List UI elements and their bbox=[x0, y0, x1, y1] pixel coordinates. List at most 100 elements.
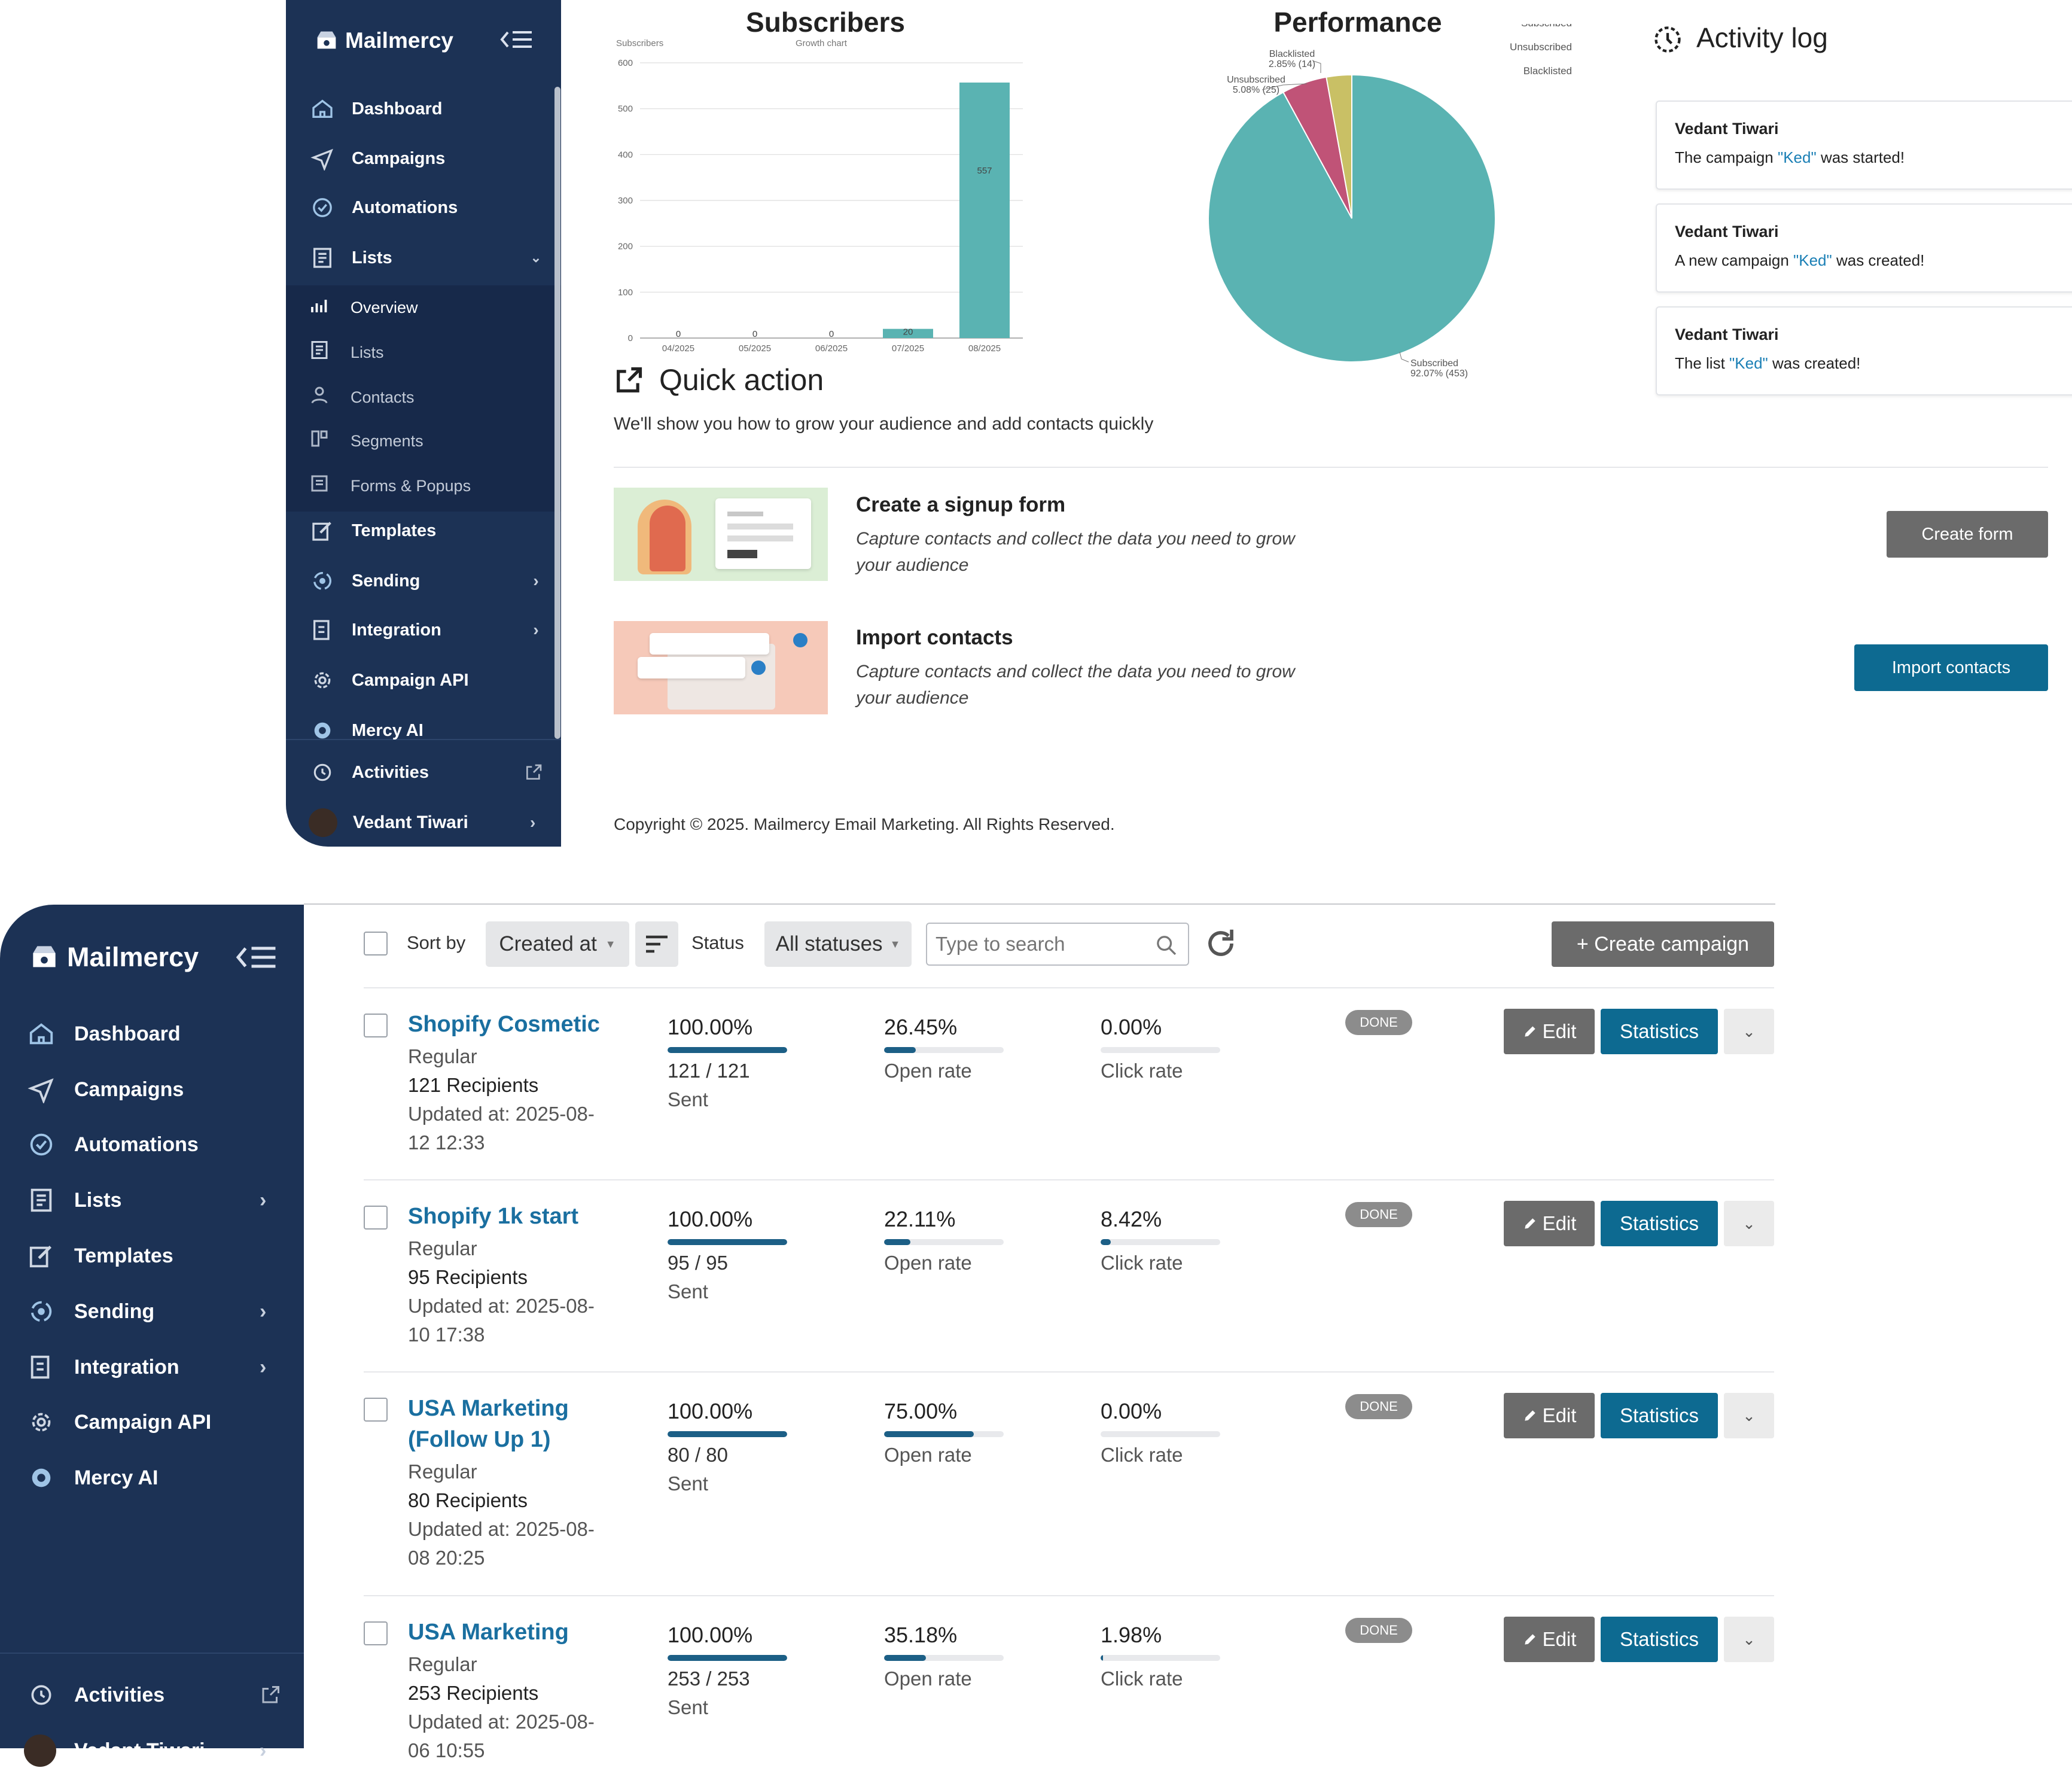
collapse-menu-icon[interactable] bbox=[233, 939, 279, 975]
status-filter-select[interactable]: All statuses ▼ bbox=[764, 921, 912, 967]
import-contacts-title: Import contacts bbox=[856, 626, 1013, 649]
bottom-sidebar-item-campaign-api[interactable]: Campaign API bbox=[26, 1402, 284, 1443]
bottom-sidebar-item-automations[interactable]: Automations bbox=[26, 1124, 284, 1165]
statistics-button[interactable]: Statistics bbox=[1601, 1393, 1718, 1438]
collapse-menu-icon[interactable] bbox=[498, 25, 534, 54]
row-checkbox[interactable] bbox=[364, 1014, 388, 1037]
campaign-name-link[interactable]: USA Marketing bbox=[408, 1620, 569, 1645]
top-sidebar-user[interactable]: Vedant Tiwari › bbox=[309, 805, 554, 840]
top-sidebar-activities[interactable]: Activities bbox=[309, 755, 548, 790]
bottom-sidebar-item-campaigns[interactable]: Campaigns bbox=[26, 1069, 284, 1110]
open-rate-value: 75.00% bbox=[884, 1399, 958, 1423]
top-sidebar-item-dashboard[interactable]: Dashboard bbox=[309, 92, 548, 126]
status-badge: DONE bbox=[1345, 1202, 1412, 1227]
bottom-sidebar-item-integration[interactable]: Integration › bbox=[26, 1347, 284, 1387]
top-submenu-item-contacts[interactable]: Contacts bbox=[309, 381, 536, 413]
edit-icon bbox=[309, 517, 336, 544]
submenu-item-label: Segments bbox=[351, 431, 423, 450]
statistics-button[interactable]: Statistics bbox=[1601, 1617, 1718, 1662]
campaign-name-link[interactable]: USA Marketing (Follow Up 1) bbox=[408, 1396, 569, 1452]
top-sidebar-item-sending[interactable]: Sending › bbox=[309, 564, 548, 598]
campaign-name-link[interactable]: Shopify Cosmetic bbox=[408, 1012, 600, 1037]
create-campaign-button[interactable]: + Create campaign bbox=[1552, 921, 1774, 967]
bottom-sidebar-item-lists[interactable]: Lists › bbox=[26, 1180, 284, 1221]
row-checkbox[interactable] bbox=[364, 1621, 388, 1645]
sort-field-select[interactable]: Created at ▼ bbox=[486, 921, 629, 967]
sidebar-item-label: Automations bbox=[352, 197, 458, 217]
top-sidebar-item-campaigns[interactable]: Campaigns bbox=[309, 141, 548, 176]
open-rate-fill bbox=[884, 1047, 916, 1053]
edit-button-label: Edit bbox=[1542, 1020, 1577, 1042]
bottom-sidebar-item-mercy-ai[interactable]: Mercy AI bbox=[26, 1457, 284, 1498]
top-sidebar-item-lists[interactable]: Lists ⌄ bbox=[309, 241, 548, 275]
campaign-name-link[interactable]: Shopify 1k start bbox=[408, 1204, 579, 1229]
sidebar-divider bbox=[0, 1653, 304, 1654]
top-submenu-item-lists[interactable]: Lists bbox=[309, 336, 536, 369]
pie-slice-blacklisted bbox=[1326, 74, 1352, 219]
bottom-sidebar-item-templates[interactable]: Templates bbox=[26, 1236, 284, 1276]
brand-logo[interactable]: Mailmercy bbox=[313, 23, 453, 59]
activity-log-entry[interactable]: Vedant Tiwari A new campaign "Ked" was cr… bbox=[1656, 203, 2072, 293]
top-submenu-item-overview[interactable]: Overview bbox=[309, 291, 536, 324]
send-icon bbox=[309, 145, 336, 172]
campaign-type: Regular bbox=[408, 1045, 477, 1067]
select-all-checkbox[interactable] bbox=[364, 932, 388, 956]
activity-user: Vedant Tiwari bbox=[1675, 325, 1779, 343]
import-contacts-desc: Capture contacts and collect the data yo… bbox=[856, 662, 1295, 708]
open-rate-bar bbox=[884, 1047, 1004, 1053]
sidebar-scrollbar[interactable] bbox=[554, 87, 560, 739]
leader-line bbox=[1262, 83, 1308, 90]
top-sidebar-item-templates[interactable]: Templates bbox=[309, 513, 548, 548]
search-icon[interactable] bbox=[1154, 933, 1178, 957]
open-rate-fill bbox=[884, 1239, 911, 1245]
edit-button[interactable]: Edit bbox=[1504, 1009, 1595, 1054]
refresh-icon[interactable] bbox=[1202, 925, 1239, 962]
bottom-sidebar-item-sending[interactable]: Sending › bbox=[26, 1291, 284, 1332]
search-input[interactable] bbox=[934, 927, 1144, 961]
activity-message-text: The campaign bbox=[1675, 148, 1778, 166]
row-checkbox[interactable] bbox=[364, 1206, 388, 1230]
chevron-down-icon: ⌄ bbox=[530, 250, 542, 265]
bottom-sidebar-item-dashboard[interactable]: Dashboard bbox=[26, 1014, 284, 1054]
brand-logo[interactable]: Mailmercy bbox=[28, 933, 199, 981]
bottom-sidebar-activities[interactable]: Activities bbox=[26, 1675, 284, 1715]
campaign-type: Regular bbox=[408, 1653, 477, 1675]
x-tick-label: 06/2025 bbox=[815, 343, 848, 354]
top-submenu-item-segments[interactable]: Segments bbox=[309, 425, 536, 457]
activities-label: Activities bbox=[352, 762, 429, 782]
sent-progress-bar bbox=[668, 1047, 787, 1053]
sent-progress-bar bbox=[668, 1431, 787, 1437]
edit-button[interactable]: Edit bbox=[1504, 1201, 1595, 1246]
open-rate-label: Open rate bbox=[884, 1667, 972, 1690]
sent-progress-bar bbox=[668, 1239, 787, 1245]
open-rate-label: Open rate bbox=[884, 1060, 972, 1082]
edit-button[interactable]: Edit bbox=[1504, 1617, 1595, 1662]
top-sidebar-item-campaign-api[interactable]: Campaign API bbox=[309, 663, 548, 698]
bottom-sidebar-user[interactable]: Vedant Tiwari › bbox=[24, 1730, 284, 1771]
row-actions-dropdown[interactable]: ⌄ bbox=[1724, 1009, 1774, 1054]
row-checkbox[interactable] bbox=[364, 1398, 388, 1422]
activity-log-entry[interactable]: Vedant Tiwari The campaign "Ked" was star… bbox=[1656, 101, 2072, 190]
sort-direction-button[interactable] bbox=[635, 921, 678, 967]
import-contacts-button[interactable]: Import contacts bbox=[1854, 644, 2048, 691]
status-badge: DONE bbox=[1345, 1010, 1412, 1035]
create-form-button[interactable]: Create form bbox=[1887, 511, 2048, 558]
sent-progress-bar bbox=[668, 1655, 787, 1661]
click-rate-value: 0.00% bbox=[1101, 1015, 1162, 1039]
campaign-recipients: 95 Recipients bbox=[408, 1266, 528, 1288]
row-actions-dropdown[interactable]: ⌄ bbox=[1724, 1393, 1774, 1438]
top-submenu-item-forms-popups[interactable]: Forms & Popups bbox=[309, 470, 536, 502]
statistics-button[interactable]: Statistics bbox=[1601, 1201, 1718, 1246]
row-actions-dropdown[interactable]: ⌄ bbox=[1724, 1617, 1774, 1662]
top-sidebar-item-integration[interactable]: Integration › bbox=[309, 613, 548, 647]
pencil-icon bbox=[1522, 1216, 1538, 1231]
quick-action-divider bbox=[614, 467, 2048, 468]
campaign-updated-at: Updated at: 2025-08-12 12:33 bbox=[408, 1103, 595, 1154]
top-sidebar-item-automations[interactable]: Automations bbox=[309, 190, 548, 225]
sent-progress-fill bbox=[668, 1431, 787, 1437]
edit-button[interactable]: Edit bbox=[1504, 1393, 1595, 1438]
statistics-button[interactable]: Statistics bbox=[1601, 1009, 1718, 1054]
top-sidebar-item-mercy-ai[interactable]: Mercy AI bbox=[309, 713, 548, 748]
row-actions-dropdown[interactable]: ⌄ bbox=[1724, 1201, 1774, 1246]
activity-log-entry[interactable]: Vedant Tiwari The list "Ked" was created! bbox=[1656, 306, 2072, 395]
